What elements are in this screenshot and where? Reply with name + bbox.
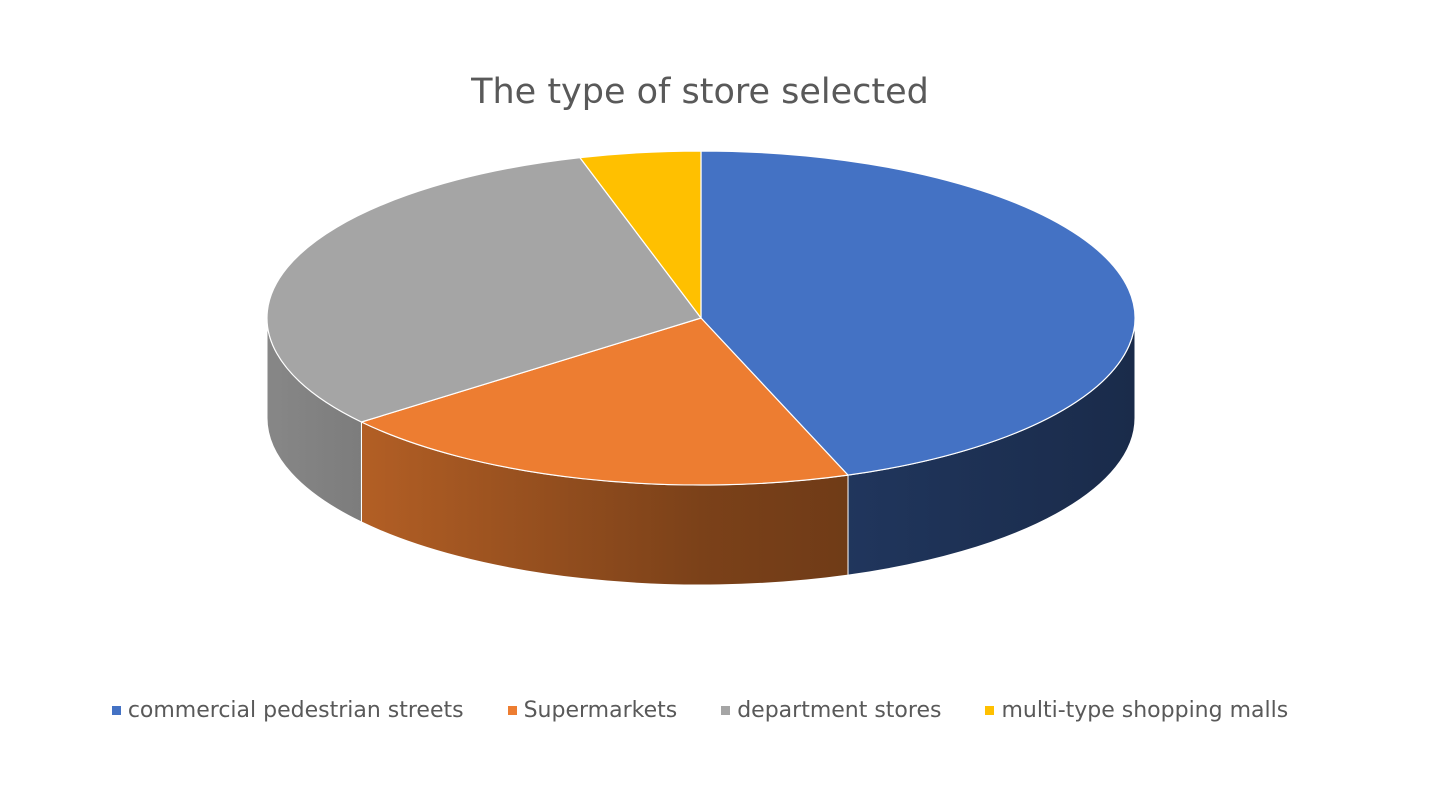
pie-slice-0 <box>700 150 1136 476</box>
pie-slices <box>266 150 1136 486</box>
pie-slice-2 <box>266 157 702 423</box>
legend-label: Supermarkets <box>523 697 678 723</box>
legend-swatch <box>507 705 517 715</box>
legend-swatch <box>985 705 995 715</box>
legend-item: Supermarkets <box>507 697 678 723</box>
legend-swatch <box>111 705 121 715</box>
pie-slice-3 <box>579 150 702 319</box>
pie-slice-1 <box>360 317 849 486</box>
legend-item: department stores <box>721 698 941 723</box>
legend-label: commercial pedestrian streets <box>127 697 464 723</box>
legend-item: commercial pedestrian streets <box>111 697 464 723</box>
legend-item: multi-type shopping malls <box>985 698 1288 723</box>
legend-label: department stores <box>737 697 942 723</box>
legend-label: multi-type shopping malls <box>1001 697 1289 723</box>
legend-swatch <box>721 705 731 715</box>
chart-title: The type of store selected <box>471 72 929 112</box>
legend: commercial pedestrian streets Supermarket… <box>0 695 1400 725</box>
